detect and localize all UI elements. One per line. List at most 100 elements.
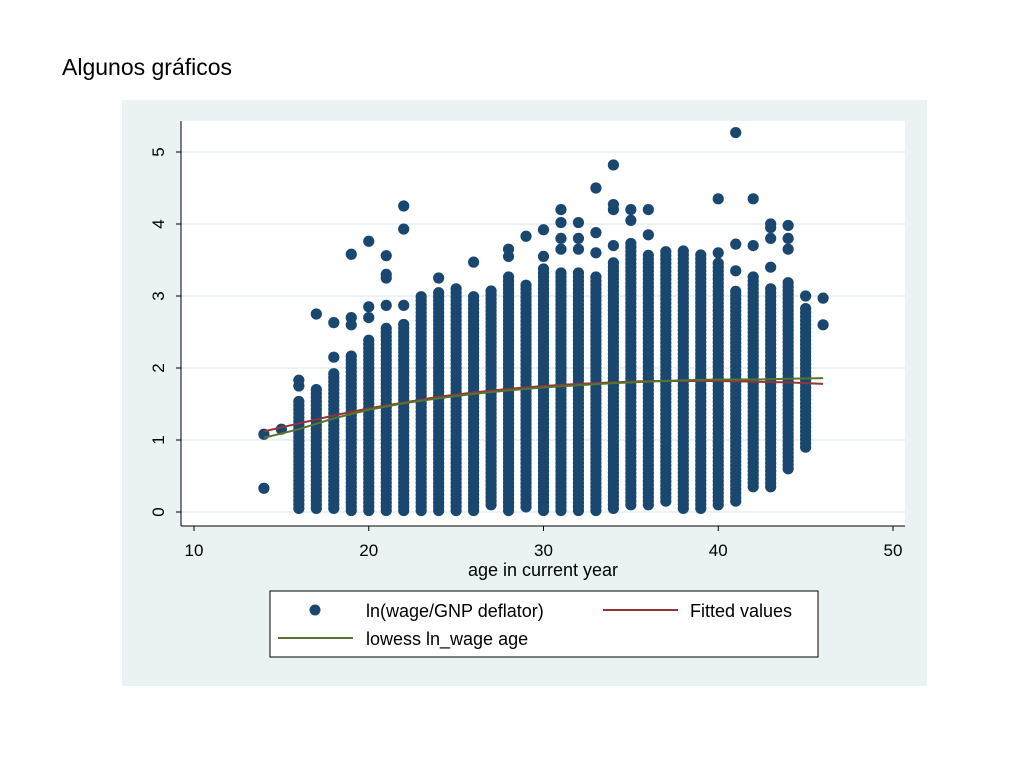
y-tick-label: 0	[149, 507, 168, 516]
scatter-point	[345, 312, 357, 324]
scatter-point	[730, 265, 742, 277]
scatter-point	[398, 223, 410, 235]
y-tick-label: 1	[149, 435, 168, 444]
x-axis-title: age in current year	[468, 560, 618, 580]
scatter-point	[328, 351, 340, 363]
scatter-point	[398, 299, 410, 311]
scatter-point	[485, 285, 497, 297]
scatter-point	[712, 257, 724, 269]
scatter-point	[363, 301, 375, 313]
x-tick-label: 40	[709, 541, 728, 560]
legend-marker-scatter	[309, 604, 321, 616]
scatter-point	[590, 271, 602, 283]
scatter-point	[363, 334, 375, 346]
scatter-point	[782, 219, 794, 232]
x-tick-label: 20	[359, 541, 378, 560]
chart-frame: 10 20 30 40 50 0 1 2 3 4 5 age in current year ln…	[122, 100, 927, 686]
scatter-point	[433, 287, 445, 299]
scatter-point	[730, 238, 742, 250]
scatter-point	[328, 368, 340, 380]
scatter-point	[328, 317, 340, 329]
scatter-point	[380, 268, 392, 280]
lowess-line	[263, 377, 824, 439]
x-tick-label: 50	[884, 541, 903, 560]
scatter-point	[572, 267, 585, 279]
scatter-point	[765, 283, 777, 295]
scatter-point	[572, 243, 585, 255]
scatter-point	[747, 271, 759, 283]
x-tick-label: 30	[534, 541, 553, 560]
scatter-point	[310, 308, 322, 320]
scatter-point	[712, 193, 724, 205]
scatter-point	[380, 322, 392, 334]
scatter-point	[800, 303, 812, 315]
scatter-point	[520, 279, 532, 291]
scatter-point	[555, 216, 567, 229]
scatter-point	[590, 247, 602, 259]
legend-label-fitted: Fitted values	[690, 601, 792, 621]
scatter-point	[293, 380, 305, 392]
scatter-point	[520, 230, 532, 242]
scatter-point	[555, 232, 567, 244]
legend-label-lowess: lowess ln_wage age	[366, 629, 528, 650]
scatter-point	[607, 159, 619, 171]
scatter-point	[555, 267, 567, 279]
scatter-point	[607, 198, 619, 211]
scatter-point	[607, 257, 619, 269]
scatter-point	[380, 250, 392, 262]
scatter-point	[345, 350, 357, 362]
y-tick-label: 4	[149, 219, 168, 228]
scatter-point	[800, 290, 812, 302]
scatter-point	[642, 229, 654, 241]
y-tick-label: 5	[149, 147, 168, 156]
x-tick-label: 10	[185, 541, 204, 560]
legend: ln(wage/GNP deflator) Fitted values lowe…	[269, 590, 819, 658]
legend-box	[269, 590, 819, 658]
y-tick-label: 3	[149, 291, 168, 300]
scatter-point	[555, 204, 567, 216]
scatter-chart: 10 20 30 40 50 0 1 2 3 4 5 age in current year ln…	[149, 121, 905, 658]
x-axis-ticks: 10 20 30 40 50	[185, 526, 903, 560]
scatter-point	[782, 232, 794, 244]
scatter-point	[782, 243, 794, 255]
scatter-point	[730, 285, 742, 297]
scatter-point	[310, 384, 322, 396]
scatter-point	[363, 312, 375, 324]
scatter-point	[293, 395, 305, 408]
scatter-point	[677, 245, 689, 257]
scatter-point	[537, 224, 550, 236]
scatter-point	[817, 292, 829, 304]
scatter-point	[782, 277, 794, 289]
scatter-point	[468, 291, 480, 303]
scatter-point	[537, 263, 550, 275]
page-title: Algunos gráficos	[62, 54, 233, 80]
scatter-point	[695, 249, 707, 261]
scatter-point	[415, 291, 427, 303]
scatter-point	[572, 232, 585, 244]
scatter-point	[468, 256, 480, 268]
scatter-point	[642, 249, 654, 261]
scatter-point	[747, 193, 759, 205]
scatter-point	[765, 261, 777, 273]
y-axis-ticks: 0 1 2 3 4 5	[149, 147, 181, 517]
scatter-point	[572, 216, 585, 229]
scatter-point	[712, 247, 724, 259]
scatter-point	[590, 182, 602, 194]
scatter-point	[817, 319, 829, 331]
scatter-point	[625, 204, 637, 216]
scatter-point	[765, 218, 777, 230]
scatter-point	[747, 240, 759, 252]
scatter-point	[625, 214, 637, 226]
scatter-point	[363, 235, 375, 247]
scatter-point	[450, 283, 462, 295]
fit-lines	[263, 377, 824, 439]
scatter-point	[345, 248, 357, 260]
scatter-point	[502, 271, 515, 283]
scatter-point	[730, 126, 742, 139]
legend-label-scatter: ln(wage/GNP deflator)	[366, 601, 544, 621]
scatter-point	[502, 243, 515, 255]
scatter-point	[258, 482, 270, 494]
scatter-point	[607, 240, 619, 252]
scatter-point	[537, 250, 550, 262]
scatter-point	[765, 232, 777, 244]
